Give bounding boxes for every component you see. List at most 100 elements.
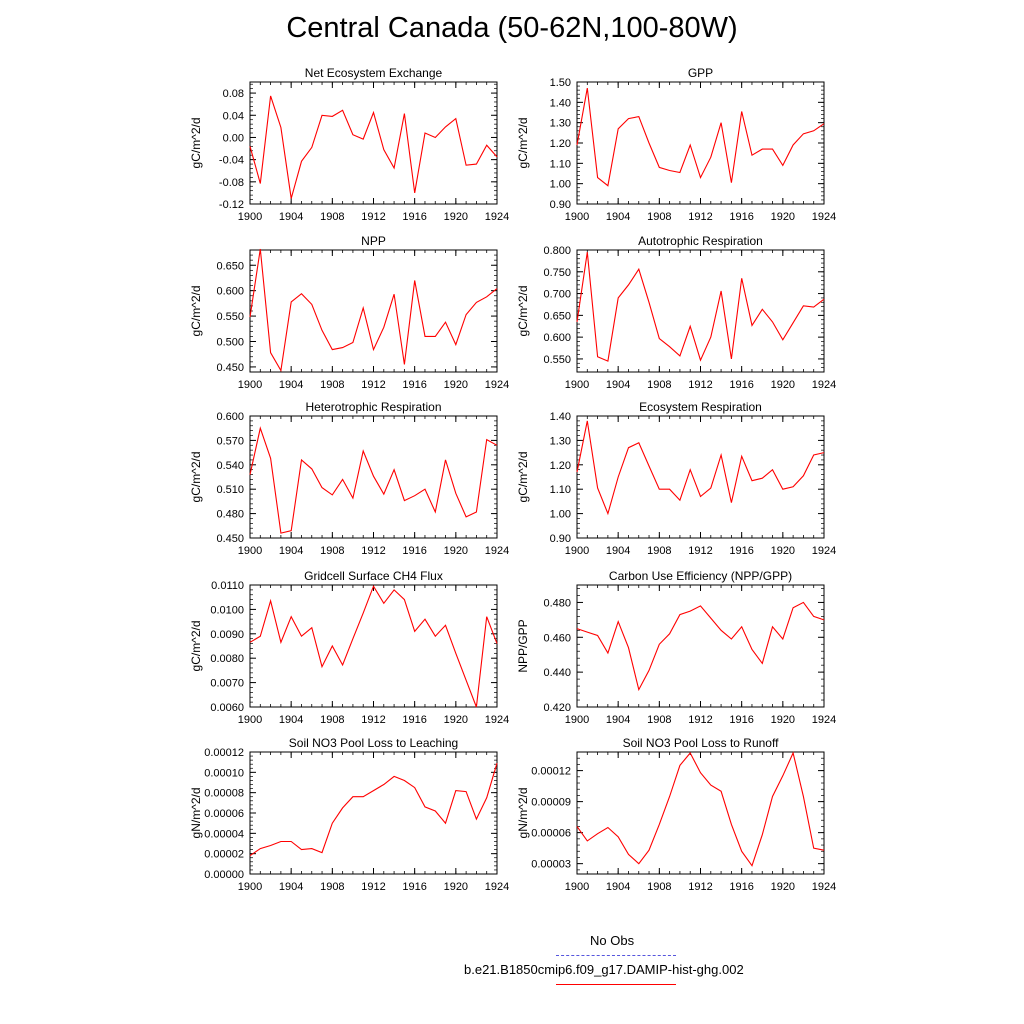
x-tick-label: 1908 — [647, 211, 671, 223]
chart-title: GPP — [688, 66, 713, 80]
x-tick-label: 1904 — [606, 379, 630, 391]
x-tick-label: 1908 — [320, 545, 344, 557]
y-tick-label: 0.550 — [216, 311, 244, 323]
y-tick-label: 0.480 — [543, 597, 571, 609]
x-tick-label: 1920 — [771, 545, 795, 557]
y-tick-label: 1.10 — [550, 484, 571, 496]
y-tick-label: 1.40 — [550, 411, 571, 423]
x-tick-label: 1920 — [771, 714, 795, 726]
x-tick-label: 1924 — [485, 714, 509, 726]
plot-frame — [576, 249, 825, 373]
series-line — [576, 88, 825, 187]
x-tick-label: 1920 — [771, 379, 795, 391]
y-tick-label: 0.00000 — [204, 869, 244, 881]
x-tick-label: 1916 — [402, 881, 426, 893]
series-line — [249, 248, 498, 373]
y-tick-label: 0.450 — [216, 362, 244, 374]
x-tick-label: 1912 — [688, 211, 712, 223]
x-tick-label: 1904 — [606, 545, 630, 557]
x-tick-label: 1912 — [361, 545, 385, 557]
y-tick-label: 0.540 — [216, 460, 244, 472]
plot-frame — [249, 751, 498, 875]
y-tick-label: 0.00012 — [531, 766, 571, 778]
x-tick-label: 1900 — [565, 379, 589, 391]
series-line — [576, 601, 825, 692]
x-tick-label: 1908 — [647, 881, 671, 893]
x-tick-label: 1924 — [485, 881, 509, 893]
y-tick-label: 0.90 — [550, 533, 571, 545]
y-tick-label: 0.0110 — [211, 580, 244, 592]
y-tick-label: 0.800 — [543, 245, 571, 257]
y-tick-label: 0.04 — [223, 110, 244, 122]
series-line — [249, 584, 498, 708]
x-tick-label: 1916 — [402, 211, 426, 223]
y-tick-label: 0.00003 — [531, 859, 571, 871]
plot-frame — [576, 415, 825, 539]
y-tick-label: 0.00006 — [531, 828, 571, 840]
y-tick-label: -0.04 — [219, 155, 244, 167]
chart-panel-8: Soil NO3 Pool Loss to Leaching gN/m^2/d 19… — [189, 736, 509, 893]
chart-title: Heterotrophic Respiration — [305, 400, 441, 414]
y-tick-label: 1.40 — [550, 97, 571, 109]
y-tick-label: 0.00008 — [204, 788, 244, 800]
x-tick-label: 1912 — [361, 211, 385, 223]
y-tick-label: 1.50 — [550, 77, 571, 89]
x-tick-label: 1920 — [444, 545, 468, 557]
y-tick-label: 0.08 — [223, 88, 244, 100]
x-tick-label: 1900 — [238, 714, 262, 726]
chart-panel-1: GPP gC/m^2/d 1900 1904 1908 1912 1916 1920 1924 0… — [516, 66, 836, 223]
x-tick-label: 1916 — [729, 379, 753, 391]
plot-frame — [576, 751, 825, 875]
series-line — [249, 763, 498, 857]
chart-title: Net Ecosystem Exchange — [305, 66, 443, 80]
y-tick-label: 0.460 — [543, 632, 571, 644]
y-tick-label: 0.600 — [216, 411, 244, 423]
x-tick-label: 1924 — [485, 379, 509, 391]
x-tick-label: 1916 — [729, 545, 753, 557]
x-tick-label: 1924 — [812, 714, 836, 726]
chart-title: Soil NO3 Pool Loss to Runoff — [623, 736, 780, 750]
y-tick-label: 0.0090 — [210, 629, 244, 641]
y-tick-label: 0.510 — [216, 484, 244, 496]
x-tick-label: 1912 — [688, 379, 712, 391]
x-tick-label: 1920 — [444, 714, 468, 726]
y-tick-label: 0.570 — [216, 435, 244, 447]
x-tick-label: 1912 — [688, 545, 712, 557]
chart-panel-6: Gridcell Surface CH4 Flux gC/m^2/d 1900 190… — [189, 569, 509, 726]
x-tick-label: 1924 — [812, 545, 836, 557]
x-tick-label: 1924 — [812, 379, 836, 391]
y-tick-label: 1.00 — [550, 509, 571, 521]
x-tick-label: 1916 — [402, 714, 426, 726]
y-tick-label: 0.650 — [543, 310, 571, 322]
x-tick-label: 1904 — [279, 714, 303, 726]
plot-frame — [576, 81, 825, 205]
x-tick-label: 1900 — [565, 714, 589, 726]
x-tick-label: 1920 — [444, 379, 468, 391]
y-tick-label: 0.600 — [543, 332, 571, 344]
chart-title: Soil NO3 Pool Loss to Leaching — [289, 736, 458, 750]
chart-panel-5: Ecosystem Respiration gC/m^2/d 1900 1904 190… — [516, 400, 836, 557]
x-tick-label: 1916 — [729, 211, 753, 223]
chart-title: Ecosystem Respiration — [639, 400, 762, 414]
y-tick-label: 0.440 — [543, 667, 571, 679]
x-tick-label: 1920 — [771, 881, 795, 893]
x-tick-label: 1900 — [565, 211, 589, 223]
y-tick-label: 0.500 — [216, 337, 244, 349]
x-tick-label: 1900 — [238, 379, 262, 391]
chart-panel-0: Net Ecosystem Exchange gC/m^2/d 1900 1904 19… — [189, 66, 509, 223]
series-line — [249, 426, 498, 534]
y-tick-label: 1.30 — [550, 435, 571, 447]
x-tick-label: 1912 — [361, 714, 385, 726]
series-line — [576, 420, 825, 516]
y-tick-label: 0.450 — [216, 533, 244, 545]
x-tick-label: 1920 — [771, 211, 795, 223]
x-tick-label: 1924 — [485, 545, 509, 557]
y-tick-label: 0.90 — [550, 199, 571, 211]
series-line — [249, 95, 498, 199]
chart-title: Autotrophic Respiration — [638, 234, 763, 248]
chart-panel-2: NPP gC/m^2/d 1900 1904 1908 1912 1916 1920 1924 0… — [189, 234, 509, 391]
x-tick-label: 1904 — [279, 379, 303, 391]
x-tick-label: 1924 — [812, 211, 836, 223]
x-tick-label: 1904 — [606, 714, 630, 726]
